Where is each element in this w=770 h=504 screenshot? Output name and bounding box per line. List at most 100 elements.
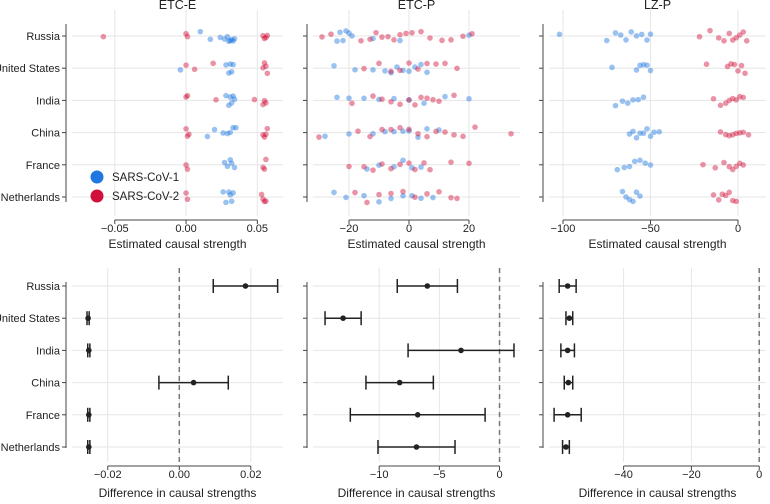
scatter-point [433,128,439,135]
scatter-point [633,33,640,39]
mean-point [86,444,92,450]
scatter-point [204,133,211,140]
scatter-point [619,98,626,104]
x-axis-label: Estimated causal strength [347,237,485,251]
scatter-point [647,162,654,168]
scatter-point [220,189,226,195]
scatter-point [400,128,406,135]
scatter-point [633,134,640,141]
scatter-point [261,35,268,42]
scatter-point [397,37,403,44]
scatter-point [260,32,266,39]
scatter-point [263,156,269,163]
scatter-point [466,95,472,102]
scatter-point [624,100,631,106]
scatter-point [263,198,269,204]
scatter-point [409,192,415,199]
scatter-point [183,190,189,196]
scatter-point [376,199,382,205]
scatter-point [644,126,650,132]
scatter-point [451,132,457,138]
scatter-point [224,33,231,40]
scatter-point [400,188,406,195]
scatter-point [612,30,619,36]
scatter-point [263,63,269,70]
scatter-point [707,27,713,34]
scatter-point [726,163,733,170]
scatter-point [397,161,403,168]
scatter-point [191,66,198,73]
scatter-point [382,68,388,74]
scatter-point [263,34,269,41]
scatter-point [733,97,740,103]
scatter-point [740,94,747,101]
scatter-point [388,190,394,197]
mean-point [565,379,572,386]
x-tick-label: 0 [756,469,762,481]
scatter-point [418,94,424,101]
scatter-point [183,94,189,100]
scatter-point [322,133,328,140]
scatter-point [728,61,734,67]
scatter-point [733,198,740,205]
mean-point [86,412,92,418]
scatter-point [397,101,403,108]
scatter-point [370,67,376,73]
scatter-point [637,157,643,164]
scatter-point [183,126,189,132]
scatter-point [424,133,430,140]
scatter-point [710,95,717,102]
scatter-point [400,192,406,199]
scatter-point [361,65,367,72]
scatter-point [319,34,325,40]
scatter-point [264,125,271,132]
y-tick-label: France [26,160,60,172]
scatter-point [735,68,741,74]
scatter-point [230,38,236,44]
scatter-point [379,96,385,102]
mean-point [566,315,573,322]
scatter-point [736,93,743,100]
mean-point [424,283,431,289]
scatter-point [349,100,355,107]
x-tick-label: −50 [641,223,660,235]
scatter-point [424,69,430,76]
y-tick-label: Netherlands [1,442,61,454]
scatter-point [406,97,412,103]
scatter-point [367,133,373,140]
scatter-point [352,189,358,196]
scatter-point [376,191,382,198]
scatter-point [736,32,743,38]
scatter-point [186,131,192,138]
scatter-point [223,199,229,206]
scatter-point [433,61,439,67]
legend-marker [90,170,104,184]
scatter-point [722,100,729,106]
scatter-point [409,165,415,171]
scatter-point [261,60,268,66]
x-tick-label: 0 [406,223,412,235]
scatter-point [328,31,334,38]
panel-4: −0.02 0.00 0.02 Russia United States India Chi… [0,268,283,500]
scatter-point [628,29,635,35]
scatter-point [726,132,733,139]
scatter-point [207,36,214,43]
scatter-point [719,191,726,198]
scatter-point [742,70,748,77]
scatter-point [211,126,218,133]
scatter-point [640,61,647,68]
scatter-point [612,102,619,109]
scatter-point [343,28,349,34]
scatter-point [227,61,234,67]
scatter-point [436,98,442,104]
scatter-point [710,192,717,198]
scatter-point [331,62,337,69]
scatter-point [633,67,640,73]
mean-point [458,347,464,354]
scatter-point [726,30,733,37]
mean-point [86,347,92,354]
scatter-point [400,157,406,164]
scatter-point [412,194,418,200]
scatter-point [231,96,238,103]
